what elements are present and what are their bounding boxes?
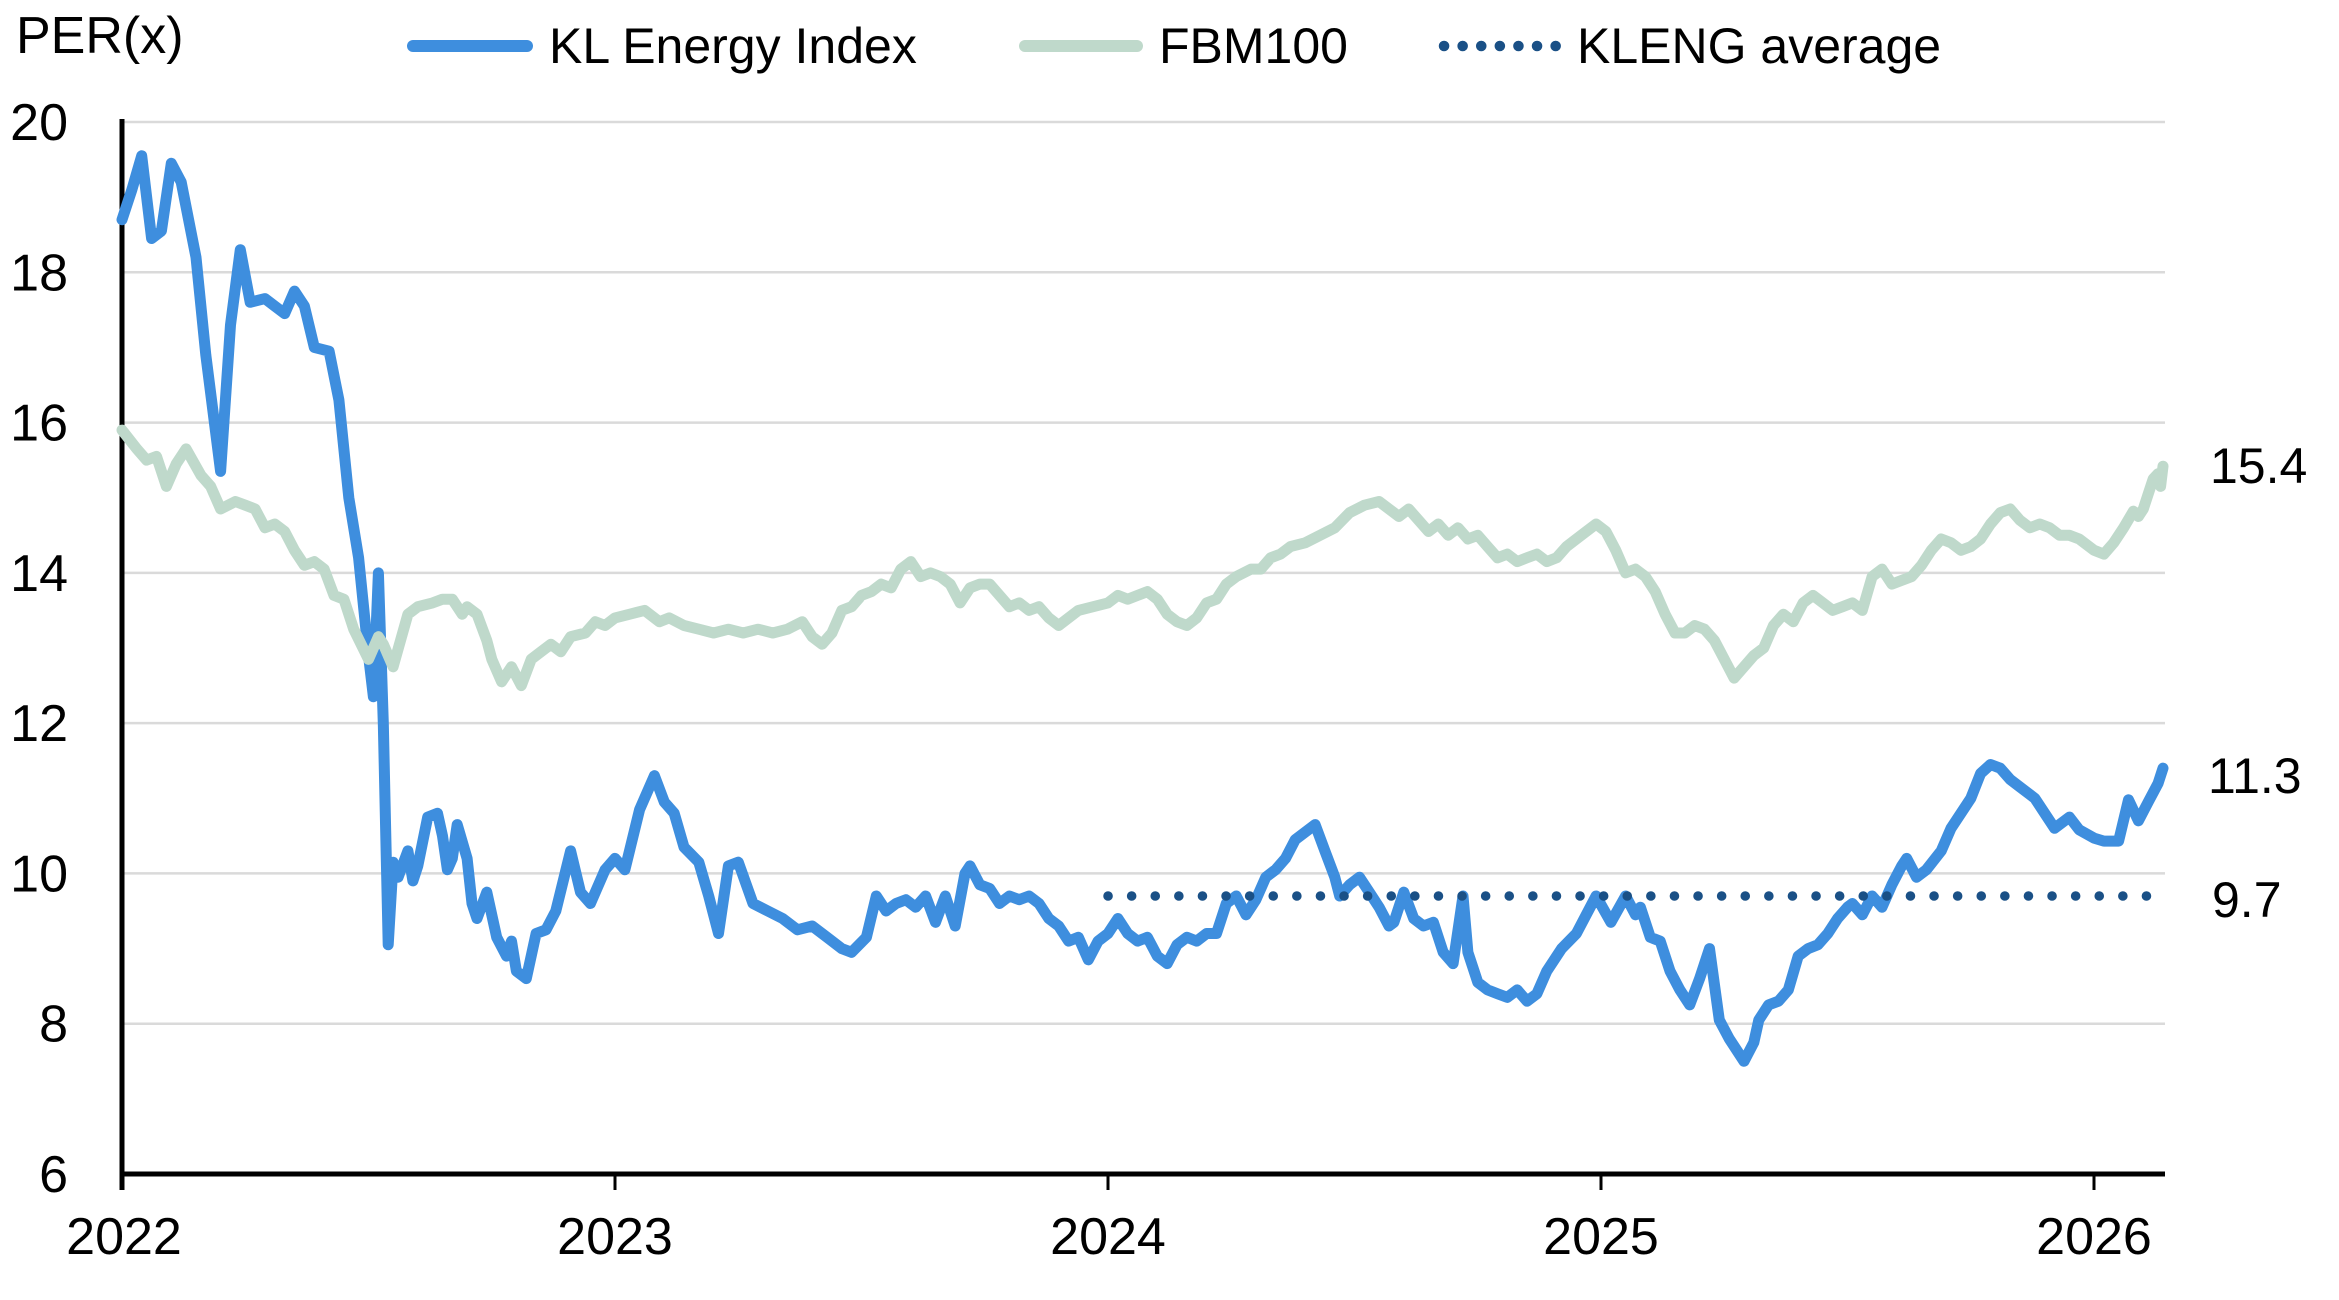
x-tick-label-2022: 2022 bbox=[66, 1208, 182, 1266]
y-tick-label-18: 18 bbox=[10, 244, 68, 302]
legend-swatch-solid-line-blue bbox=[407, 40, 533, 52]
legend-item-kl-energy-index: KL Energy Index bbox=[406, 18, 917, 74]
legend-label-kl-energy-index: KL Energy Index bbox=[549, 18, 917, 74]
y-tick-label-14: 14 bbox=[10, 545, 68, 603]
y-tick-label-6: 6 bbox=[39, 1146, 68, 1204]
legend-label-fbm100: FBM100 bbox=[1159, 18, 1348, 74]
x-tick-label-2025: 2025 bbox=[1543, 1208, 1659, 1266]
y-axis-title: PER(x) bbox=[16, 7, 184, 65]
y-tick-label-12: 12 bbox=[10, 695, 68, 753]
legend-swatch-solid-line-green bbox=[1019, 40, 1143, 52]
series-line-kl-energy-index bbox=[116, 150, 2169, 1067]
legend-swatch-dotted-line-navy bbox=[1438, 40, 1562, 52]
y-tick-label-20: 20 bbox=[10, 94, 68, 152]
y-tick-label-8: 8 bbox=[39, 996, 68, 1054]
x-tick-label-2026: 2026 bbox=[2036, 1208, 2152, 1266]
y-tick-label-16: 16 bbox=[10, 395, 68, 453]
legend-item-fbm100: FBM100 bbox=[1018, 18, 1348, 74]
end-label-kl-energy-index: 11.3 bbox=[2208, 748, 2302, 804]
series-line-fbm100 bbox=[116, 424, 2169, 692]
end-label-kleng-average: 9.7 bbox=[2212, 872, 2282, 928]
y-tick-label-10: 10 bbox=[10, 845, 68, 903]
end-label-fbm100: 15.4 bbox=[2210, 438, 2308, 494]
legend-item-kleng-average: KLENG average bbox=[1436, 18, 1941, 74]
legend-label-kleng-average: KLENG average bbox=[1577, 18, 1942, 74]
x-tick-label-2023: 2023 bbox=[557, 1208, 673, 1266]
x-tick-label-2024: 2024 bbox=[1050, 1208, 1166, 1266]
